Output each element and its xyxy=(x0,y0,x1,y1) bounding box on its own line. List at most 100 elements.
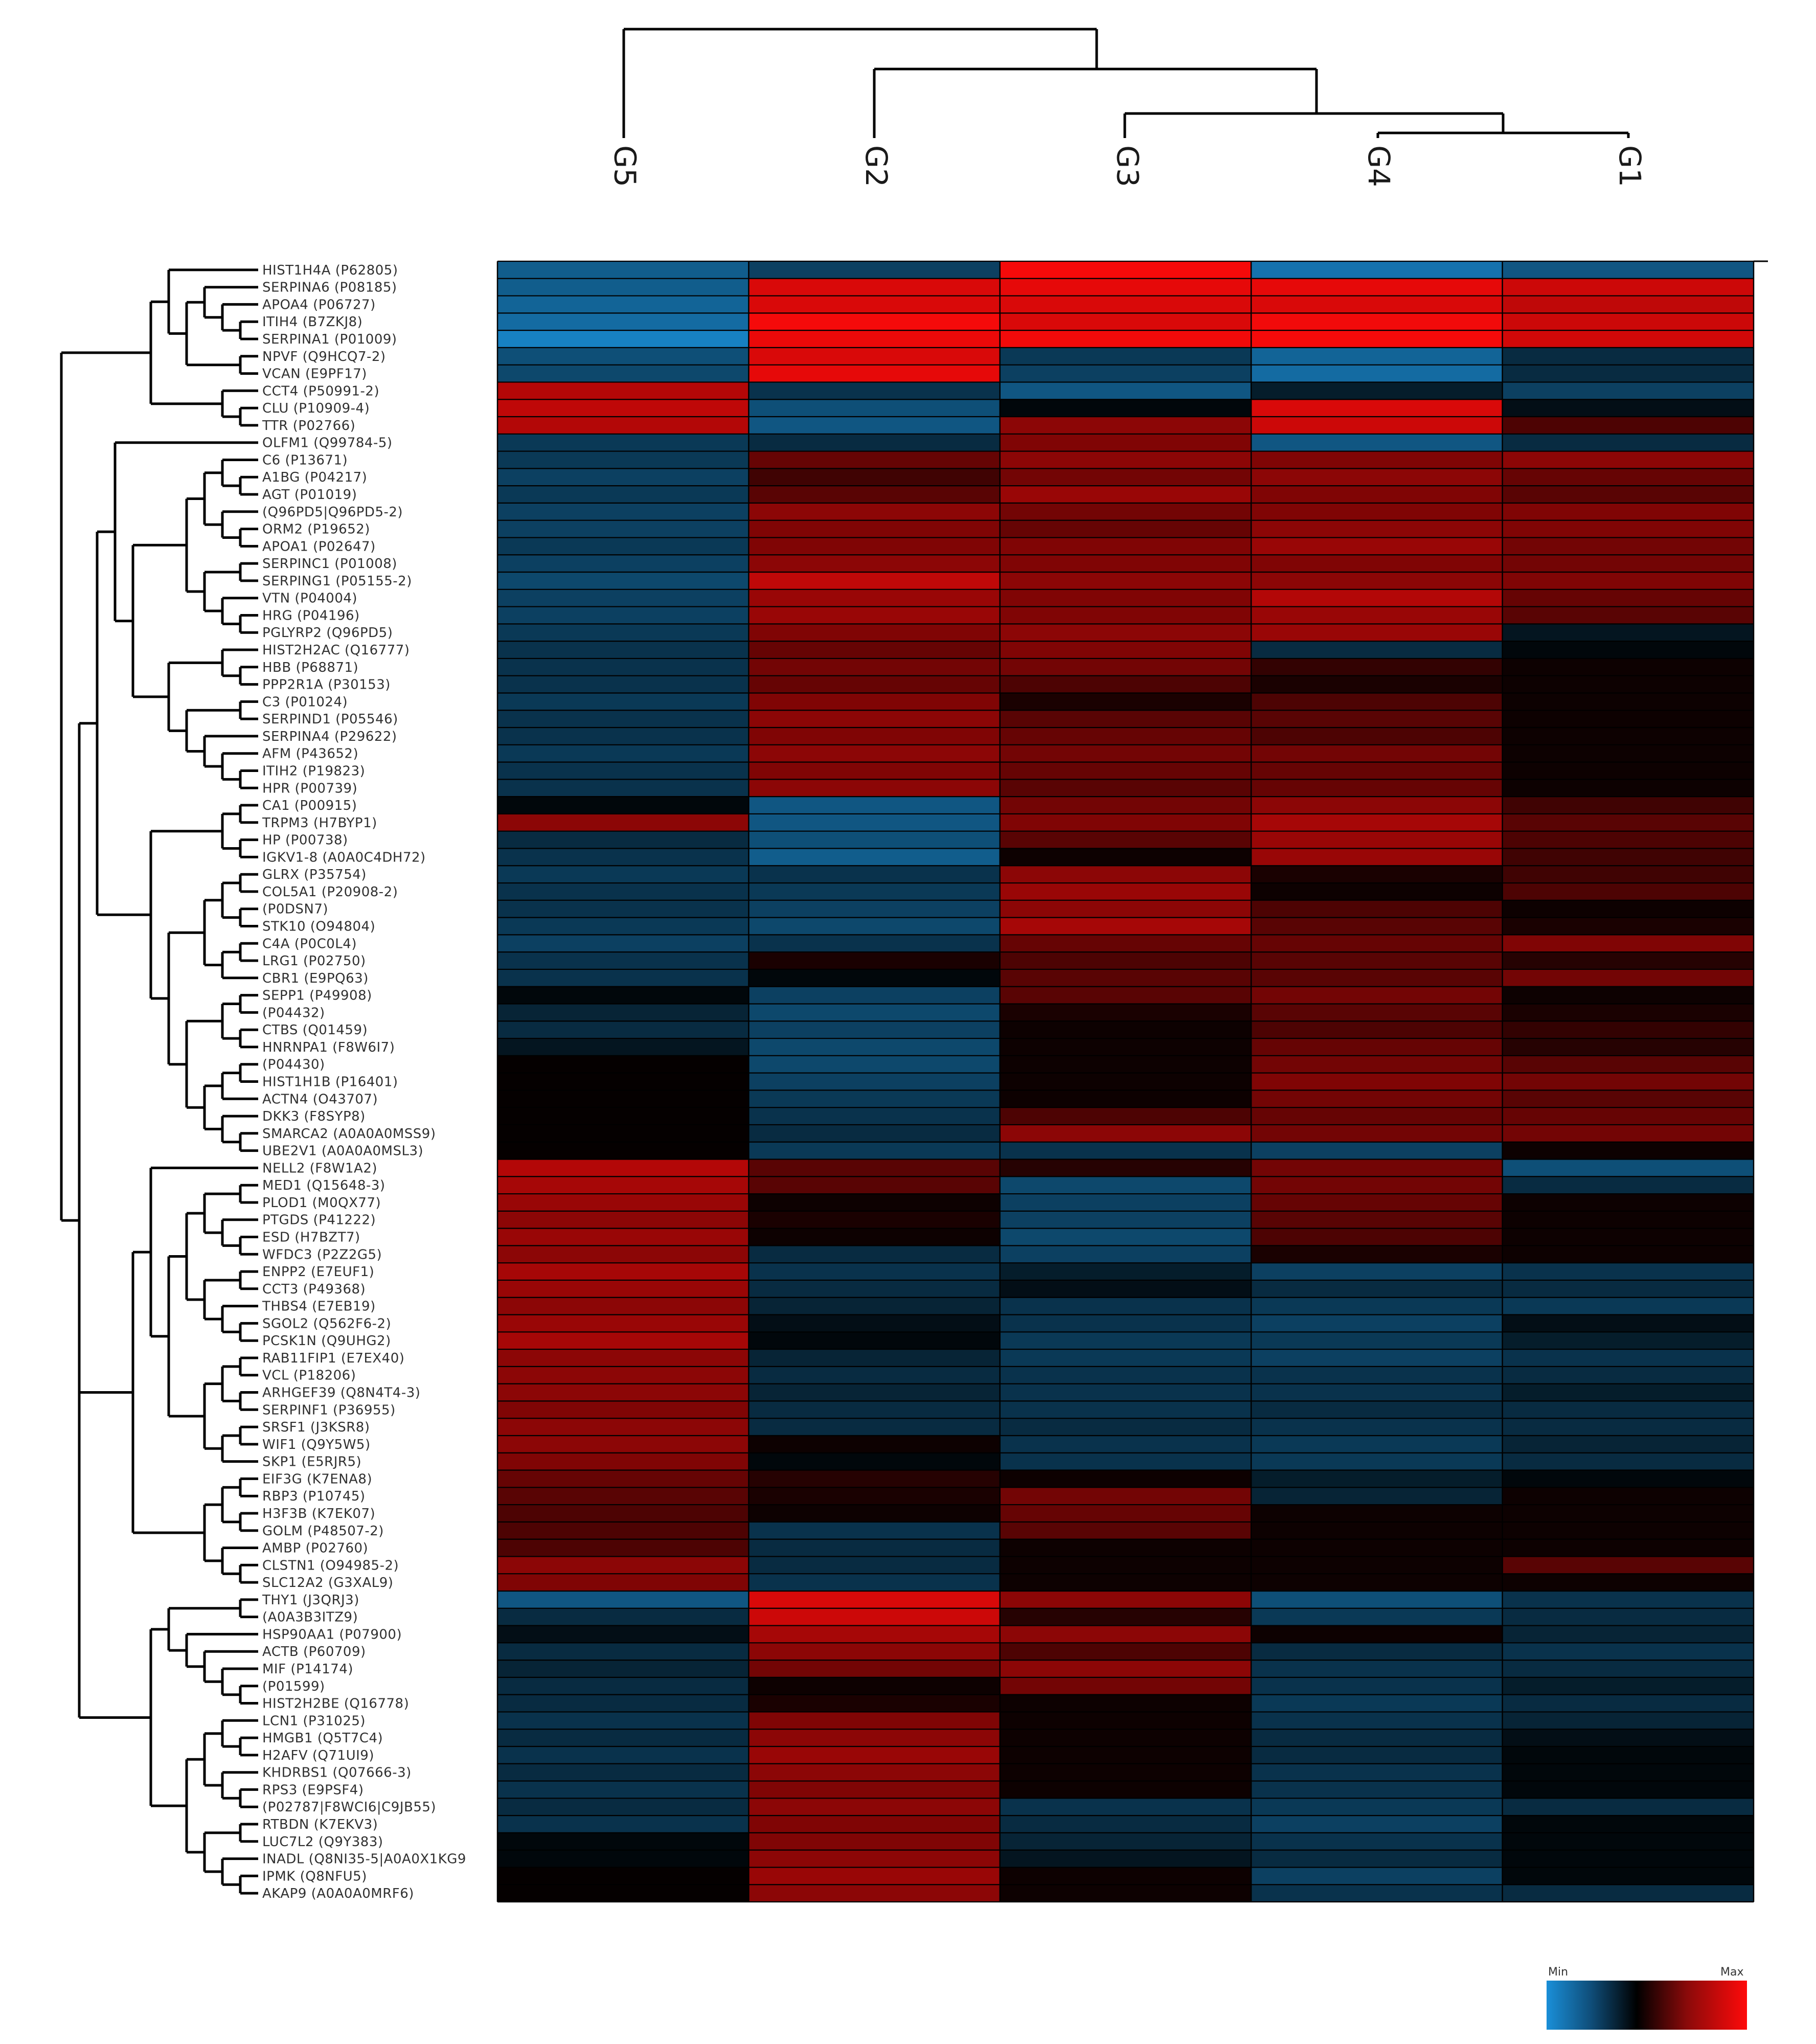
heatmap-cell xyxy=(748,330,1001,348)
heatmap-cell xyxy=(748,1124,1001,1143)
heatmap-cell xyxy=(748,831,1001,849)
heatmap-cell xyxy=(1251,1194,1503,1212)
row-label: STK10 (O94804) xyxy=(262,919,375,935)
heatmap-cell xyxy=(1251,1073,1503,1091)
heatmap-cell xyxy=(1000,365,1252,383)
heatmap-cell xyxy=(1000,779,1252,797)
row-label: NPVF (Q9HCQ7-2) xyxy=(262,349,386,365)
heatmap-cell xyxy=(1251,1521,1503,1540)
heatmap-cell xyxy=(1000,1418,1252,1436)
row-label: AGT (P01019) xyxy=(262,487,357,503)
heatmap-cell xyxy=(1251,399,1503,417)
row-label: AKAP9 (A0A0A0MRF6) xyxy=(262,1886,414,1901)
row-label: (P04432) xyxy=(262,1005,325,1020)
heatmap-cell xyxy=(1251,1746,1503,1764)
heatmap-cell xyxy=(1000,537,1252,555)
heatmap-cell xyxy=(1502,1798,1754,1816)
heatmap-cell xyxy=(748,797,1001,814)
heatmap-cell xyxy=(1502,555,1754,573)
row-label: AMBP (P02760) xyxy=(262,1541,368,1556)
row-label: WFDC3 (P2Z2G5) xyxy=(262,1247,382,1262)
heatmap-cell xyxy=(497,313,749,331)
row-label: AFM (P43652) xyxy=(262,746,358,762)
heatmap-cell xyxy=(1000,1383,1252,1402)
heatmap-cell xyxy=(497,434,749,452)
row-label: TRPM3 (H7BYP1) xyxy=(262,815,377,831)
row-label: OLFM1 (Q99784-5) xyxy=(262,436,393,451)
heatmap-cell xyxy=(748,1280,1001,1298)
heatmap-cell xyxy=(1502,883,1754,901)
row-label: (P04430) xyxy=(262,1057,325,1073)
heatmap-cell xyxy=(497,1383,749,1402)
row-label: THY1 (J3QRJ3) xyxy=(262,1593,359,1608)
row-label: IPMK (Q8NFU5) xyxy=(262,1869,367,1884)
heatmap-cell xyxy=(1251,779,1503,797)
heatmap-cell xyxy=(1000,589,1252,607)
heatmap-cell xyxy=(1251,382,1503,400)
heatmap-cell xyxy=(748,1418,1001,1436)
row-label: SERPIND1 (P05546) xyxy=(262,712,398,727)
row-label: VCL (P18206) xyxy=(262,1368,356,1383)
heatmap-cell xyxy=(497,744,749,763)
heatmap-cell xyxy=(497,1712,749,1730)
heatmap-cell xyxy=(497,486,749,504)
heatmap-cell xyxy=(748,1574,1001,1592)
heatmap-cell xyxy=(1502,417,1754,435)
heatmap-cell xyxy=(1502,1591,1754,1609)
row-label: C4A (P0C0L4) xyxy=(262,936,357,951)
heatmap-cell xyxy=(748,935,1001,952)
heatmap-cell xyxy=(1502,1867,1754,1885)
row-dendrogram-branches xyxy=(60,268,258,1895)
heatmap-cell xyxy=(748,675,1001,694)
heatmap-cell xyxy=(1000,347,1252,366)
heatmap-cell xyxy=(1000,1660,1252,1678)
heatmap-cell xyxy=(1251,1452,1503,1471)
heatmap-cell xyxy=(497,779,749,797)
heatmap-cell xyxy=(1251,1505,1503,1523)
row-label: RPS3 (E9PSF4) xyxy=(262,1782,364,1798)
heatmap-cell xyxy=(748,313,1001,331)
row-label: (P02787|F8WCI6|C9JB55) xyxy=(262,1800,436,1815)
heatmap-cell xyxy=(497,935,749,952)
heatmap-cell xyxy=(497,1401,749,1419)
heatmap-cell xyxy=(1502,1314,1754,1332)
row-label: EIF3G (K7ENA8) xyxy=(262,1471,372,1487)
heatmap-cell xyxy=(748,883,1001,901)
row-label: SERPINC1 (P01008) xyxy=(262,556,397,572)
heatmap-cell xyxy=(748,693,1001,711)
heatmap-cell xyxy=(497,675,749,694)
heatmap-cell xyxy=(497,1073,749,1091)
heatmap-cell xyxy=(1000,1625,1252,1643)
heatmap-cell xyxy=(497,1556,749,1574)
heatmap-cell xyxy=(1000,658,1252,676)
heatmap-cell xyxy=(497,1297,749,1315)
column-dendrogram xyxy=(622,28,1630,138)
heatmap-cell xyxy=(1502,1021,1754,1039)
row-label: SEPP1 (P49908) xyxy=(262,988,372,1004)
heatmap-cell xyxy=(748,1608,1001,1626)
heatmap-cell xyxy=(748,261,1001,279)
heatmap-cell xyxy=(1000,1159,1252,1177)
heatmap-cell xyxy=(497,520,749,538)
heatmap-cell xyxy=(1000,1021,1252,1039)
heatmap-cell xyxy=(1502,1608,1754,1626)
heatmap-cell xyxy=(1251,952,1503,970)
heatmap-cell xyxy=(748,710,1001,728)
heatmap-cell xyxy=(748,779,1001,797)
heatmap-cell xyxy=(497,1798,749,1816)
heatmap-cell xyxy=(497,555,749,573)
row-label: PTGDS (P41222) xyxy=(262,1213,376,1228)
heatmap-cell xyxy=(1502,935,1754,952)
heatmap-cell xyxy=(1502,1401,1754,1419)
heatmap-cell xyxy=(1502,434,1754,452)
heatmap-cell xyxy=(497,1781,749,1799)
heatmap-cell xyxy=(748,1401,1001,1419)
heatmap-cell xyxy=(497,693,749,711)
row-label: GLRX (P35754) xyxy=(262,867,367,882)
heatmap-cell xyxy=(1251,1556,1503,1574)
heatmap-cell xyxy=(748,1470,1001,1488)
heatmap-cell xyxy=(748,1867,1001,1885)
heatmap-cell xyxy=(748,1815,1001,1833)
heatmap-cell xyxy=(1000,952,1252,970)
heatmap-cell xyxy=(1000,1452,1252,1471)
